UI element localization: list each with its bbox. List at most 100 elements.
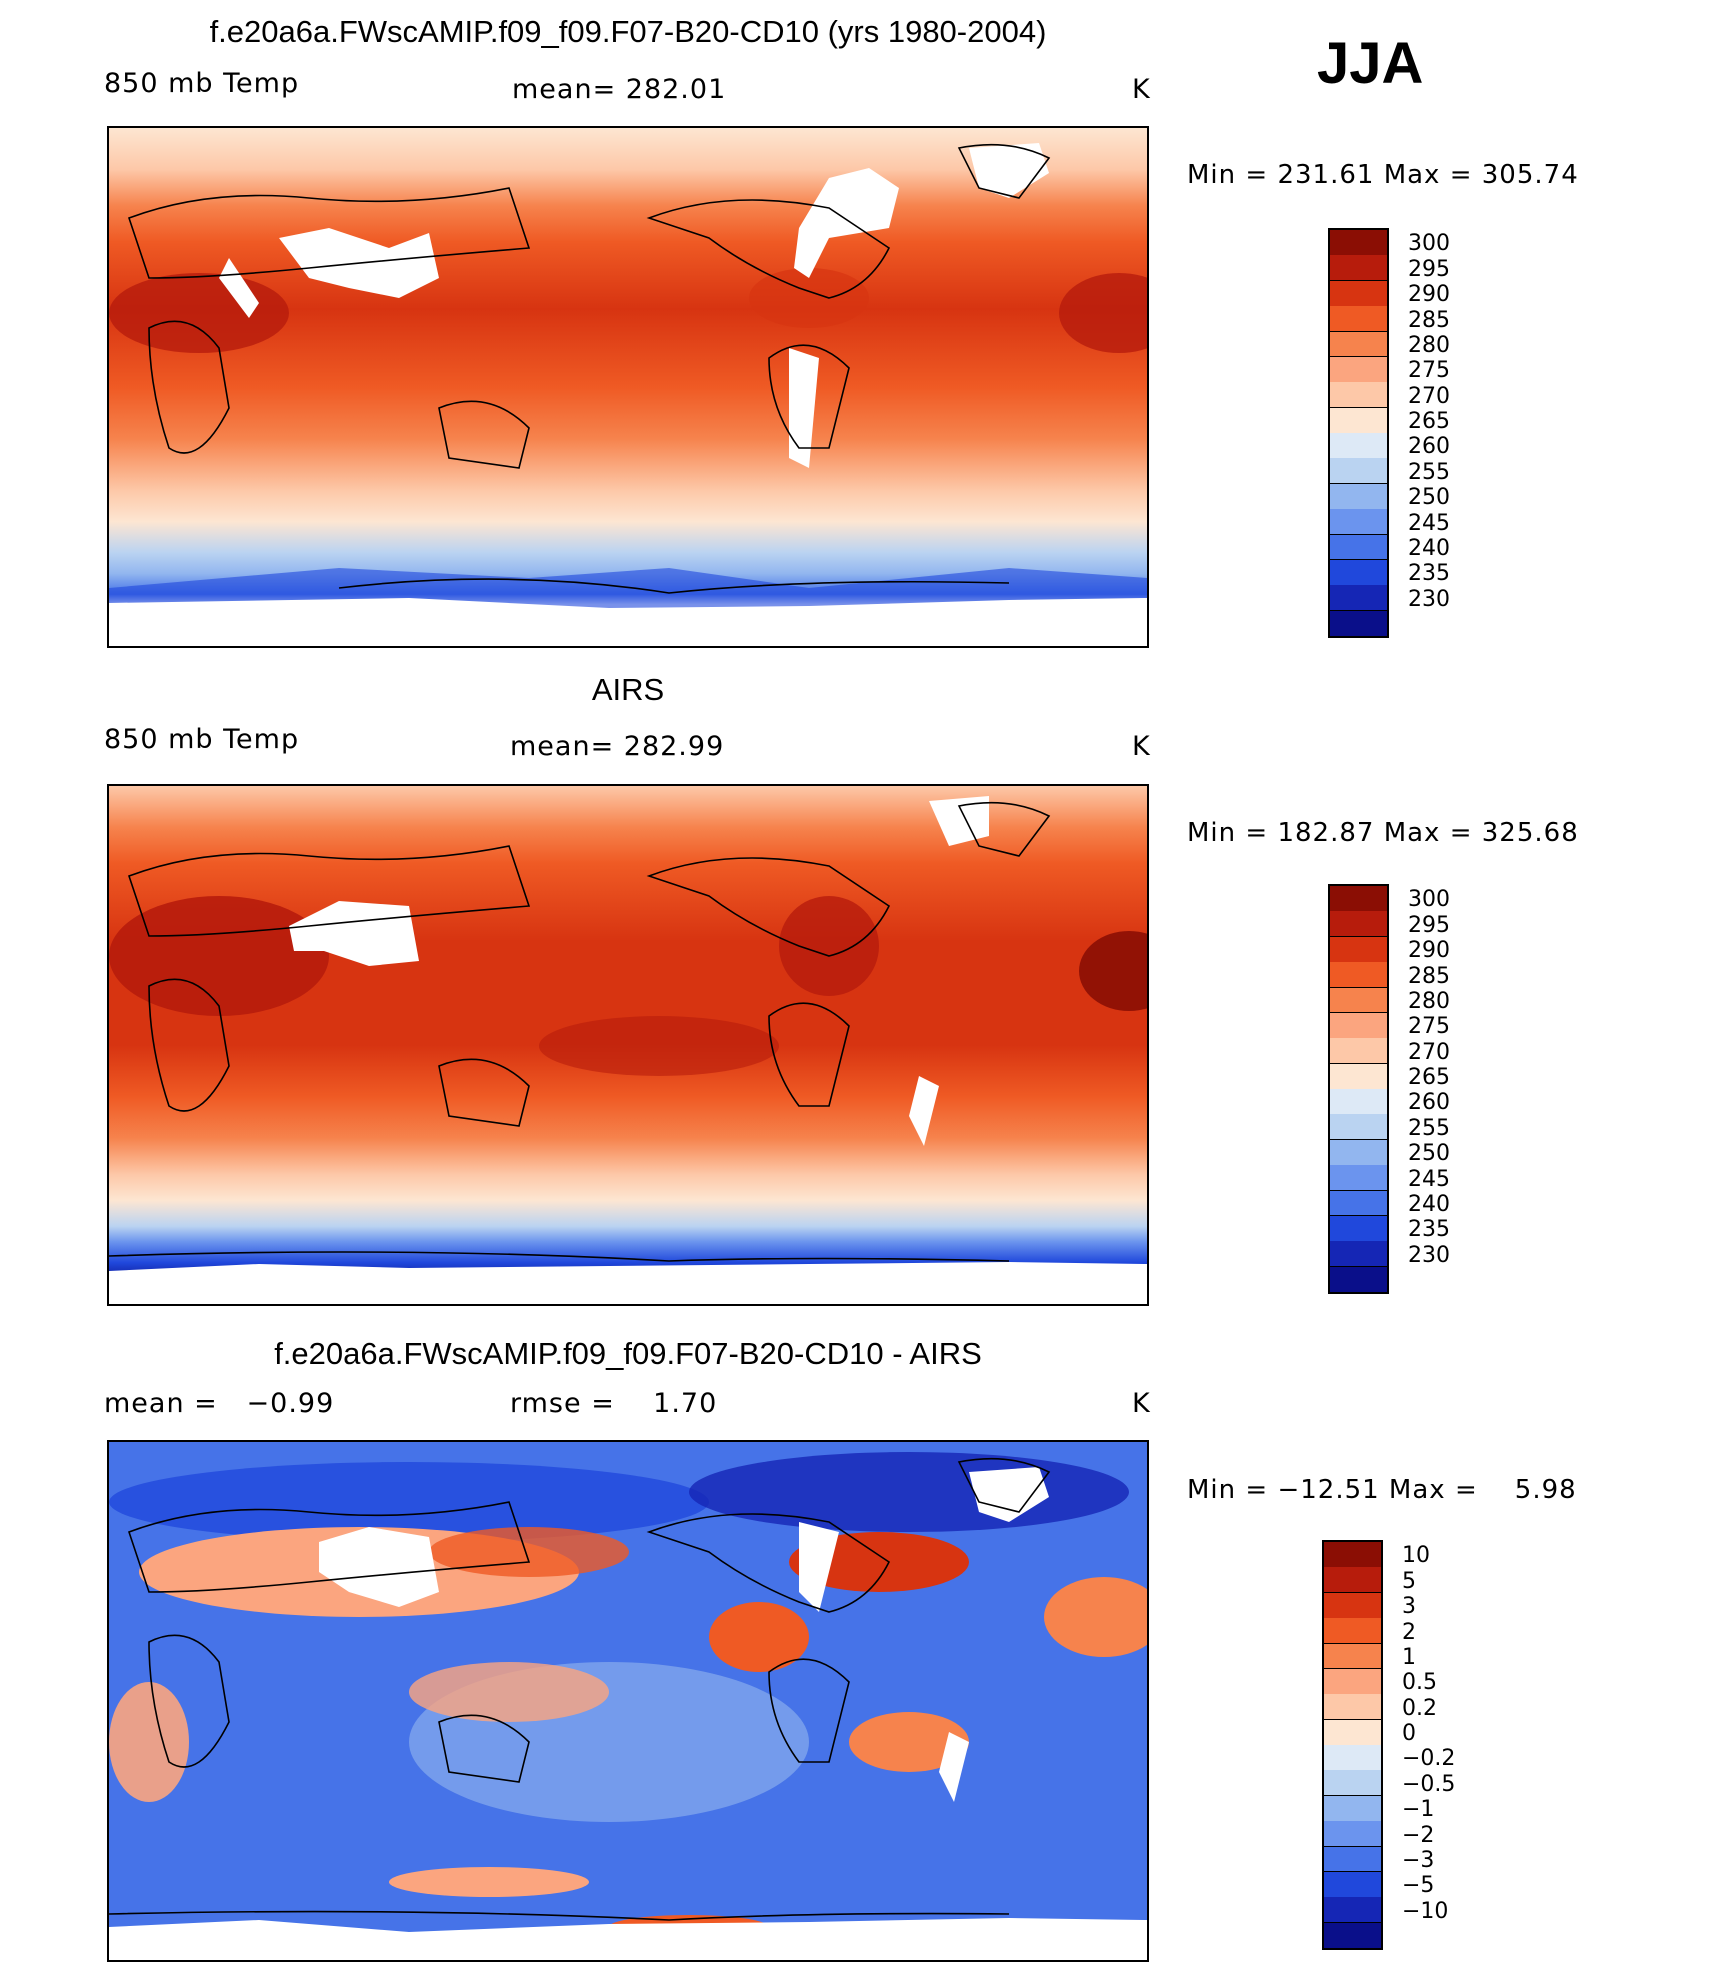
colorbar-swatch: [1324, 1719, 1381, 1746]
colorbar-swatch: [1324, 1770, 1381, 1797]
colorbar-tick-label: 260: [1408, 1090, 1450, 1116]
colorbar-tick-label: 240: [1408, 1191, 1450, 1217]
colorbar-tick-label: −3: [1402, 1847, 1435, 1873]
colorbar-tick-label: 280: [1408, 988, 1450, 1014]
colorbar-swatch: [1324, 1567, 1381, 1594]
panel-3-minmax: Min = −12.51 Max = 5.98: [1187, 1475, 1577, 1505]
colorbar-swatch: [1330, 1038, 1387, 1065]
colorbar-swatch: [1324, 1668, 1381, 1695]
colorbar-swatch: [1330, 1089, 1387, 1115]
colorbar-tick-label: 285: [1408, 307, 1450, 333]
panel-1-title: f.e20a6a.FWscAMIP.f09_f09.F07-B20-CD10 (…: [209, 14, 1047, 49]
colorbar-swatch: [1330, 585, 1387, 612]
colorbar-swatch: [1330, 1063, 1387, 1090]
colorbar-tick-label: 230: [1408, 586, 1450, 612]
colorbar-swatch: [1330, 610, 1387, 637]
colorbar-tick-label: 295: [1408, 912, 1450, 938]
colorbar-tick-label: 275: [1408, 358, 1450, 384]
panel-1-colorbar-swatches: [1330, 230, 1387, 637]
colorbar-tick-label: 235: [1408, 1217, 1450, 1243]
colorbar-tick-label: 290: [1408, 282, 1450, 308]
colorbar-tick-label: 3: [1402, 1594, 1416, 1620]
colorbar-swatch: [1330, 356, 1387, 383]
colorbar-swatch: [1330, 886, 1387, 912]
panel-2-colorbar-swatches: [1330, 886, 1387, 1293]
colorbar-tick-label: 0.5: [1402, 1670, 1437, 1696]
colorbar-tick-label: 300: [1408, 887, 1450, 913]
colorbar-swatch: [1330, 306, 1387, 332]
panel-3-mean-label: mean = −0.99: [104, 1388, 335, 1419]
colorbar-swatch: [1330, 911, 1387, 938]
colorbar-swatch: [1330, 407, 1387, 434]
colorbar-tick-label: 265: [1408, 409, 1450, 434]
colorbar-swatch: [1330, 534, 1387, 561]
colorbar-tick-label: −5: [1402, 1873, 1435, 1899]
colorbar-tick-label: 1: [1402, 1644, 1416, 1670]
colorbar-tick-label: 260: [1408, 434, 1450, 460]
colorbar-swatch: [1330, 1266, 1387, 1293]
colorbar-tick-label: 235: [1408, 561, 1450, 587]
panel-3-title: f.e20a6a.FWscAMIP.f09_f09.F07-B20-CD10 -…: [274, 1336, 982, 1371]
panel-3-rmse-label: rmse = 1.70: [510, 1388, 718, 1419]
colorbar-tick-label: 0: [1402, 1721, 1416, 1746]
colorbar-tick-label: 270: [1408, 1039, 1450, 1065]
panel-2-title: AIRS: [591, 672, 665, 707]
colorbar-tick-label: 240: [1408, 535, 1450, 561]
panel-3-units: K: [1132, 1388, 1151, 1419]
colorbar-tick-label: −0.2: [1402, 1746, 1456, 1772]
colorbar-swatch: [1330, 255, 1387, 282]
panel-1-variable-label: 850 mb Temp: [104, 68, 300, 99]
panel-1-colorbar-box: [1328, 228, 1389, 638]
colorbar-swatch: [1330, 987, 1387, 1014]
colorbar-swatch: [1324, 1795, 1381, 1822]
colorbar-tick-label: 275: [1408, 1014, 1450, 1040]
panel-2-colorbar-box: [1328, 884, 1389, 1294]
colorbar-swatch: [1324, 1846, 1381, 1873]
colorbar-swatch: [1324, 1871, 1381, 1898]
panel-1-map: [107, 126, 1149, 648]
colorbar-tick-label: 245: [1408, 510, 1450, 536]
panel-2-units: K: [1132, 731, 1151, 762]
colorbar-tick-label: 10: [1402, 1543, 1430, 1569]
colorbar-swatch: [1330, 458, 1387, 485]
colorbar-swatch: [1330, 1215, 1387, 1242]
panel-2-mean-label: mean= 282.99: [510, 731, 725, 762]
colorbar-swatch: [1330, 483, 1387, 510]
colorbar-swatch: [1330, 509, 1387, 535]
colorbar-swatch: [1324, 1922, 1381, 1949]
colorbar-tick-label: −0.5: [1402, 1771, 1456, 1797]
colorbar-swatch: [1324, 1821, 1381, 1847]
colorbar-swatch: [1330, 280, 1387, 307]
colorbar-tick-label: 255: [1408, 459, 1450, 485]
colorbar-swatch: [1330, 1190, 1387, 1217]
colorbar-tick-label: 285: [1408, 963, 1450, 989]
colorbar-tick-label: 265: [1408, 1065, 1450, 1090]
colorbar-tick-label: 250: [1408, 485, 1450, 511]
colorbar-swatch: [1330, 1165, 1387, 1191]
colorbar-tick-label: −2: [1402, 1822, 1435, 1848]
colorbar-swatch: [1330, 936, 1387, 963]
colorbar-tick-label: 5: [1402, 1568, 1416, 1594]
colorbar-swatch: [1324, 1745, 1381, 1771]
colorbar-tick-label: −10: [1402, 1898, 1449, 1924]
panel-1-minmax: Min = 231.61 Max = 305.74: [1187, 160, 1579, 190]
colorbar-tick-label: 280: [1408, 332, 1450, 358]
colorbar-tick-label: 245: [1408, 1166, 1450, 1192]
colorbar-tick-label: 255: [1408, 1115, 1450, 1141]
colorbar-tick-label: 300: [1408, 231, 1450, 257]
colorbar-swatch: [1330, 331, 1387, 358]
colorbar-tick-label: 290: [1408, 938, 1450, 964]
colorbar-tick-label: −1: [1402, 1797, 1435, 1823]
panel-1-mean-label: mean= 282.01: [512, 74, 727, 105]
panel-3-colorbar-box: [1322, 1540, 1383, 1950]
panel-2-map: [107, 784, 1149, 1306]
colorbar-tick-label: 270: [1408, 383, 1450, 409]
panel-3-colorbar-swatches: [1324, 1542, 1381, 1949]
colorbar-swatch: [1330, 382, 1387, 409]
colorbar-swatch: [1324, 1694, 1381, 1721]
colorbar-swatch: [1330, 230, 1387, 256]
colorbar-swatch: [1330, 433, 1387, 459]
colorbar-swatch: [1324, 1897, 1381, 1924]
colorbar-swatch: [1330, 1241, 1387, 1268]
colorbar-swatch: [1324, 1643, 1381, 1670]
